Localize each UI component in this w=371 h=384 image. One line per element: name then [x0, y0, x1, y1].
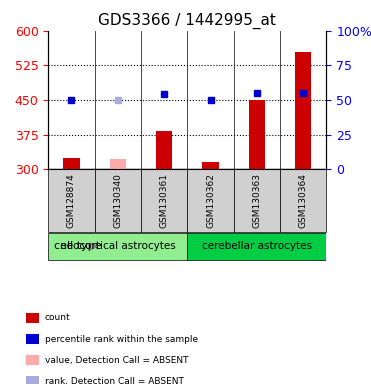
Title: GDS3366 / 1442995_at: GDS3366 / 1442995_at [98, 13, 276, 29]
FancyBboxPatch shape [187, 233, 326, 260]
Text: cell type: cell type [54, 242, 101, 252]
Bar [110, 159, 126, 169]
FancyBboxPatch shape [280, 169, 326, 232]
Text: GSM130363: GSM130363 [252, 173, 262, 228]
Bar [295, 51, 311, 169]
FancyBboxPatch shape [48, 233, 187, 260]
Bar [63, 158, 79, 169]
FancyBboxPatch shape [95, 169, 141, 232]
Text: rank, Detection Call = ABSENT: rank, Detection Call = ABSENT [45, 377, 183, 384]
FancyBboxPatch shape [187, 169, 234, 232]
Text: GSM130340: GSM130340 [113, 173, 122, 228]
Text: percentile rank within the sample: percentile rank within the sample [45, 334, 198, 344]
Bar [156, 131, 172, 169]
Text: cerebellar astrocytes: cerebellar astrocytes [202, 242, 312, 252]
Text: GSM130361: GSM130361 [160, 173, 169, 228]
Bar [203, 162, 219, 169]
Text: GSM130364: GSM130364 [299, 173, 308, 228]
Text: neocortical astrocytes: neocortical astrocytes [60, 242, 175, 252]
Text: value, Detection Call = ABSENT: value, Detection Call = ABSENT [45, 356, 188, 365]
Text: GSM128874: GSM128874 [67, 173, 76, 228]
Text: GSM130362: GSM130362 [206, 173, 215, 228]
Bar [249, 100, 265, 169]
FancyBboxPatch shape [234, 169, 280, 232]
FancyBboxPatch shape [48, 169, 95, 232]
Text: count: count [45, 313, 70, 323]
FancyBboxPatch shape [141, 169, 187, 232]
